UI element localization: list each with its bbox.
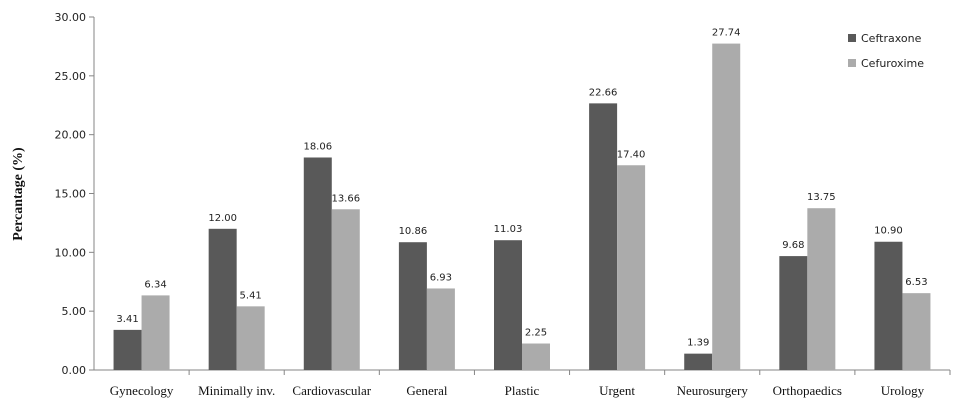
data-label: 3.41	[116, 314, 138, 325]
y-tick-label: 0.00	[62, 364, 87, 377]
x-tick-label: Orthopaedics	[773, 383, 842, 398]
bar-ceftraxone	[114, 330, 142, 370]
legend-swatch-cefuroxime	[848, 59, 856, 67]
bar-cefuroxime	[332, 209, 360, 370]
data-label: 17.40	[617, 149, 646, 160]
data-label: 9.68	[782, 240, 804, 251]
data-label: 22.66	[589, 87, 618, 98]
data-label: 27.74	[712, 28, 741, 39]
data-label: 6.53	[905, 277, 927, 288]
data-label: 10.90	[874, 226, 903, 237]
x-tick-label: Plastic	[505, 383, 540, 398]
data-label: 2.25	[525, 328, 547, 339]
y-tick-label: 25.00	[55, 70, 87, 83]
y-axis-label: Percantage (%)	[11, 147, 26, 241]
legend-swatch-ceftraxone	[848, 34, 856, 42]
bar-cefuroxime	[142, 295, 170, 370]
x-tick-label: Gynecology	[110, 383, 174, 398]
bar-ceftraxone	[779, 256, 807, 370]
y-tick-label: 15.00	[55, 188, 87, 201]
data-label: 6.34	[144, 279, 166, 290]
data-label: 13.75	[807, 192, 836, 203]
data-label: 12.00	[208, 213, 237, 224]
bar-ceftraxone	[874, 242, 902, 370]
x-axis-ticks: Gynecology Minimally inv. Cardiovascular Ge…	[110, 370, 950, 398]
x-tick-label: Neurosurgery	[677, 383, 749, 398]
data-label: 13.66	[331, 193, 360, 204]
bar-cefuroxime	[522, 344, 550, 370]
bar-ceftraxone	[589, 103, 617, 370]
x-tick-label: Urology	[881, 383, 925, 398]
bar-cefuroxime	[712, 44, 740, 370]
bar-ceftraxone	[209, 229, 237, 370]
data-label: 5.41	[240, 290, 262, 301]
data-label: 10.86	[399, 226, 428, 237]
y-tick-label: 5.00	[62, 305, 87, 318]
bar-ceftraxone	[494, 240, 522, 370]
y-axis-ticks: 0.00 5.00 10.00 15.00 20.00 25.00 30.00	[55, 11, 95, 377]
y-tick-label: 10.00	[55, 246, 87, 259]
legend-label: Ceftraxone	[861, 32, 922, 45]
data-label: 18.06	[303, 141, 332, 152]
legend: Ceftraxone Cefuroxime	[848, 32, 924, 70]
bar-ceftraxone	[399, 242, 427, 370]
bar-ceftraxone	[304, 157, 332, 370]
data-label: 11.03	[494, 224, 523, 235]
bar-cefuroxime	[427, 288, 455, 370]
bar-ceftraxone	[684, 354, 712, 370]
y-tick-label: 30.00	[55, 11, 87, 24]
x-tick-label: Cardiovascular	[292, 383, 371, 398]
data-label: 6.93	[430, 272, 452, 283]
bar-cefuroxime	[807, 208, 835, 370]
x-tick-label: General	[406, 383, 448, 398]
bar-cefuroxime	[237, 306, 265, 370]
bar-cefuroxime	[617, 165, 645, 370]
y-tick-label: 20.00	[55, 129, 87, 142]
bars: 3.41 6.34 12.00 5.41 18.06 13.66 10.86 6.93 11.0…	[114, 28, 931, 370]
x-tick-label: Minimally inv.	[198, 383, 275, 398]
legend-label: Cefuroxime	[861, 57, 924, 70]
data-label: 1.39	[687, 338, 709, 349]
x-tick-label: Urgent	[599, 383, 635, 398]
bar-cefuroxime	[902, 293, 930, 370]
